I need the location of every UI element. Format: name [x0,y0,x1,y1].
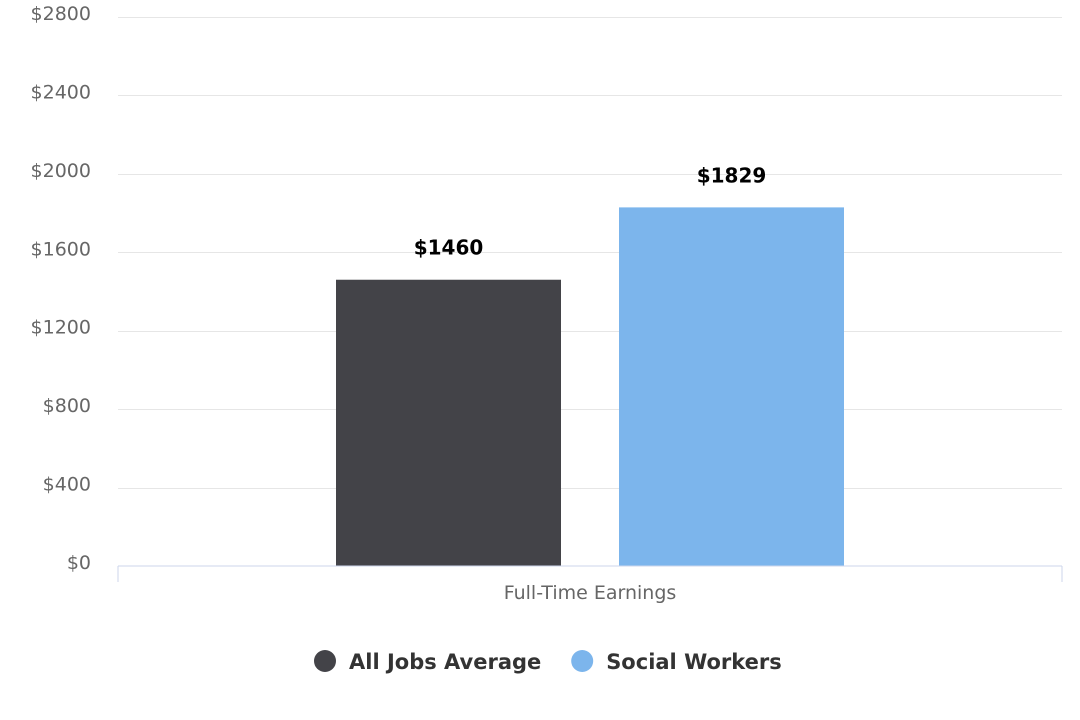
data-label: $1460 [414,236,484,260]
legend: All Jobs Average Social Workers [314,650,782,674]
y-tick-label: $2400 [31,81,91,103]
bar [336,279,561,566]
y-tick-label: $1200 [31,317,91,339]
legend-label: Social Workers [606,650,782,674]
legend-item[interactable]: Social Workers [571,650,782,674]
y-tick-label: $1600 [31,238,91,260]
gridlines [118,17,1062,489]
y-tick-label: $2000 [31,160,91,182]
y-tick-label: $2800 [31,3,91,25]
y-tick-label: $0 [67,552,91,574]
y-axis-tick-labels: $0 $400 $800 $1200 $1600 $2000 $2400 $2800 [31,3,91,574]
legend-label: All Jobs Average [349,650,541,674]
data-labels: $1460 $1829 [414,163,767,259]
x-category-label: Full-Time Earnings [504,582,677,604]
bars [336,207,844,566]
y-tick-label: $400 [43,474,91,496]
y-tick-label: $800 [43,395,91,417]
data-label: $1829 [697,163,767,187]
legend-marker [314,650,336,672]
x-axis: Full-Time Earnings [117,565,1063,604]
bar [619,207,844,566]
legend-marker [571,650,594,672]
legend-item[interactable]: All Jobs Average [314,650,541,674]
